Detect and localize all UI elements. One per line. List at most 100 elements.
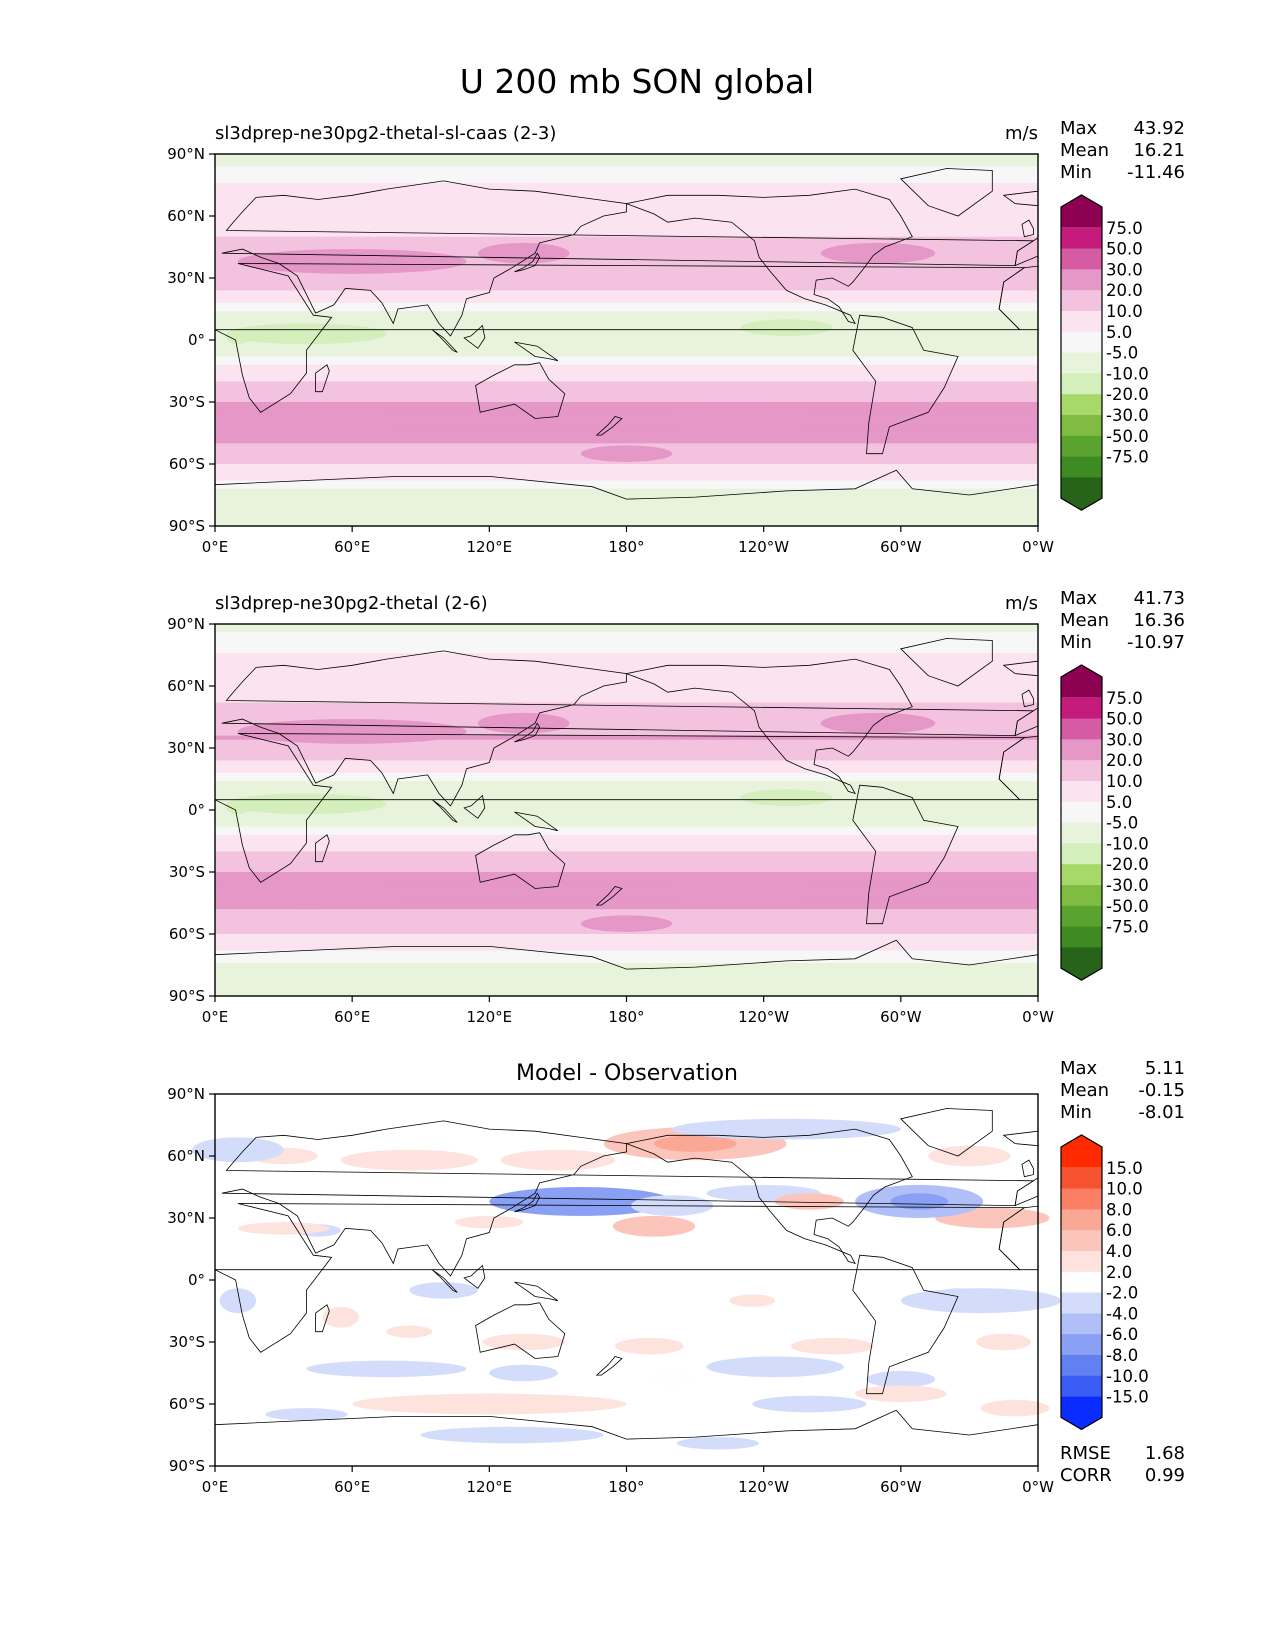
field-band [215, 174, 1038, 180]
colorbar: 15.0 10.08.0 6.0 4.0 2.0 -2.0-4.0 -6.0 -8.0 -10.… [1060, 1134, 1149, 1431]
colorbar-segment [1061, 697, 1102, 720]
stat-max-label: Max [1060, 588, 1098, 609]
antarctica-outline [215, 1409, 1038, 1466]
colorbar-label: 8.0 [1106, 1200, 1132, 1219]
field-band [215, 776, 1038, 782]
field-band [215, 282, 1038, 287]
africa-outline [215, 733, 1026, 883]
y-tick-label: 30°N [167, 269, 205, 287]
y-tick-label: 90°S [169, 1457, 205, 1475]
panel-units: m/s [1005, 123, 1038, 144]
field-band [215, 735, 1038, 741]
field-band [215, 476, 1038, 482]
colorbar-segment [1061, 1230, 1102, 1252]
coastlines [215, 1108, 1038, 1466]
stat-max-label: Max [1060, 118, 1098, 139]
positive-anomaly [980, 1399, 1050, 1417]
colorbar-extend-max [1061, 195, 1102, 228]
field-band [215, 191, 1038, 196]
colorbar-label: 10.0 [1106, 302, 1143, 321]
field-band [215, 739, 1038, 745]
colorbar-label: 5.0 [1106, 323, 1132, 342]
field-band [215, 468, 1038, 473]
field-band [215, 249, 1038, 254]
field-band [215, 236, 1038, 242]
y-tick-label: 30°N [167, 1209, 205, 1227]
field-band [215, 624, 1038, 629]
x-tick-label: 60°W [880, 1478, 922, 1496]
field-contour [580, 445, 673, 462]
field-band [215, 900, 1038, 906]
negative-anomaly [752, 1395, 867, 1413]
x-tick-label: 120°W [738, 1008, 789, 1026]
x-tick-label: 60°W [880, 1008, 922, 1026]
field-band [215, 178, 1038, 184]
colorbar-label: -5.0 [1106, 814, 1138, 833]
colorbar-label: 75.0 [1106, 689, 1143, 708]
field-band [215, 472, 1038, 477]
panel-units: m/s [1005, 593, 1038, 614]
field-band [215, 385, 1038, 391]
north-america-outline [625, 658, 913, 795]
field-band [215, 166, 1038, 172]
stat-mean-value: -0.15 [1138, 1080, 1185, 1101]
colorbar-segment [1061, 1251, 1102, 1273]
negative-anomaly [219, 1288, 257, 1314]
anomaly-core [890, 1193, 948, 1210]
map-axes: 0°E 60°E 120°E 180° 120°W 60°W 0°W 90°N 60°N 30°N… [167, 145, 1054, 556]
new-zealand-outline [595, 416, 623, 436]
colorbar-segment [1061, 248, 1102, 270]
field-band [215, 356, 1038, 362]
field-band [215, 834, 1038, 840]
field-band [215, 752, 1038, 757]
field-band [215, 838, 1038, 844]
field-band [215, 360, 1038, 366]
stat-max-value: 43.92 [1133, 118, 1185, 139]
field-band [215, 962, 1038, 968]
x-tick-label: 0°W [1022, 538, 1054, 556]
y-tick-label: 60°S [169, 925, 205, 943]
field-band [215, 302, 1038, 308]
japan-outline [514, 722, 541, 743]
x-tick-label: 120°W [738, 1478, 789, 1496]
field-band [215, 406, 1038, 411]
y-tick-label: 60°N [167, 1147, 205, 1165]
field-band [215, 501, 1038, 506]
field-contour [820, 712, 936, 734]
field-band [215, 880, 1038, 885]
field-band [215, 954, 1038, 960]
field-band [215, 942, 1038, 947]
field-band [215, 818, 1038, 823]
x-tick-label: 0°W [1022, 1008, 1054, 1026]
field-band [215, 636, 1038, 642]
positive-anomaly [386, 1325, 433, 1338]
field-band [215, 335, 1038, 341]
positive-anomaly [482, 1333, 565, 1351]
colorbar-segment [1061, 331, 1102, 354]
field-band [215, 368, 1038, 374]
y-tick-label: 60°S [169, 455, 205, 473]
positive-anomaly [855, 1385, 947, 1402]
field-band [215, 987, 1038, 993]
field-band [215, 397, 1038, 403]
field-band [215, 698, 1038, 704]
stat-max-label: Max [1060, 1058, 1098, 1079]
stat-rmse-value: 1.68 [1145, 1443, 1185, 1464]
field-band [215, 216, 1038, 221]
field-band [215, 199, 1038, 205]
africa-outline [215, 263, 1026, 413]
field-band [215, 756, 1038, 761]
field-band [215, 934, 1038, 939]
field-band [215, 422, 1038, 428]
field-band [215, 319, 1038, 325]
y-tick-label: 60°N [167, 207, 205, 225]
field-band [215, 373, 1038, 378]
sumatra-outline [431, 1269, 458, 1293]
field-band [215, 657, 1038, 662]
negative-anomaly [489, 1364, 558, 1382]
field-band [215, 748, 1038, 753]
map-axes: 0°E 60°E 120°E 180° 120°W 60°W 0°W 90°N 60°N 30°N… [167, 1085, 1054, 1496]
field-band [215, 488, 1038, 494]
field-band [215, 867, 1038, 873]
colorbar-label: 15.0 [1106, 1159, 1143, 1178]
